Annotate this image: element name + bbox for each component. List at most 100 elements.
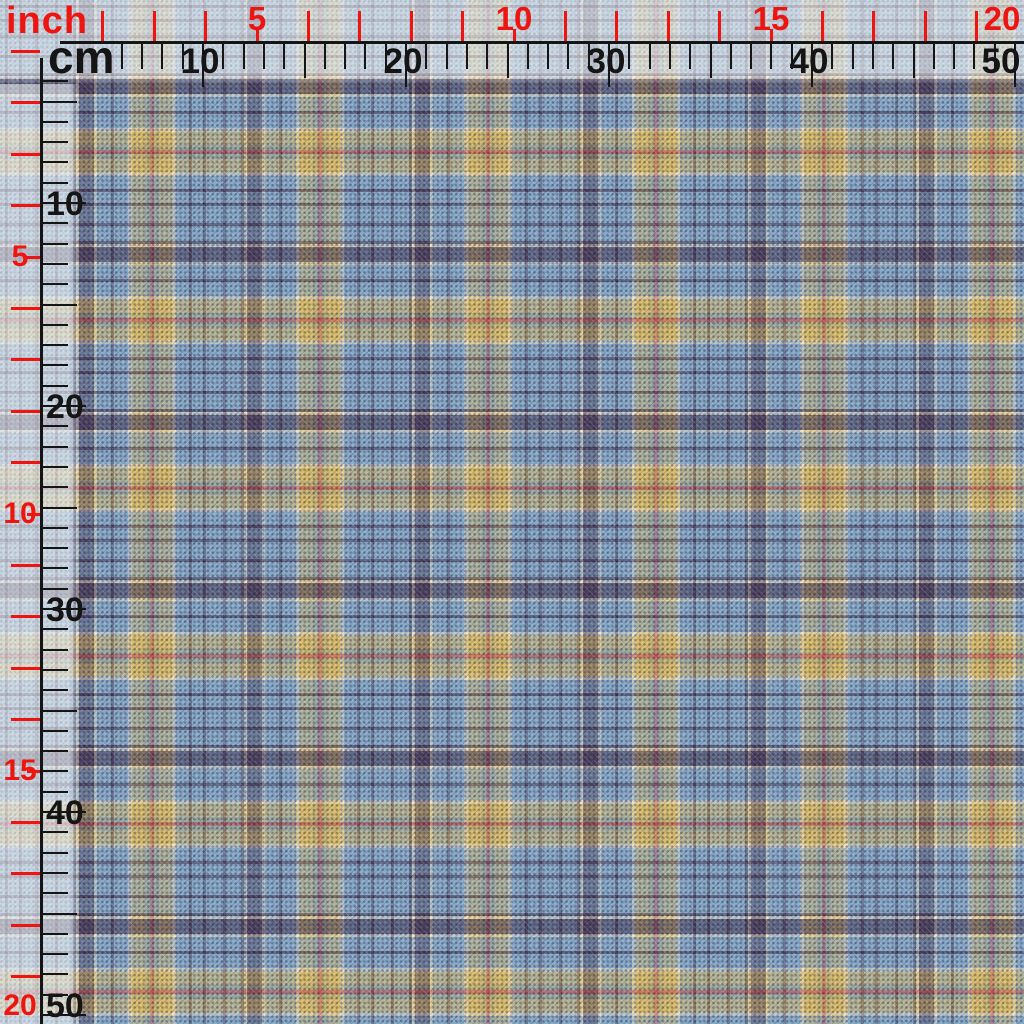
top-inch-label: 5: [247, 0, 267, 37]
left-cm-tick: [42, 80, 68, 83]
left-inch-tick: [11, 820, 40, 824]
left-cm-tick: [42, 932, 68, 935]
left-inch-tick: [27, 255, 40, 259]
top-inch-tick: [872, 11, 876, 41]
top-cm-tick: [668, 43, 671, 69]
top-cm-label: 40: [789, 42, 829, 81]
top-cm-tick: [405, 43, 407, 87]
top-cm-tick: [547, 43, 550, 69]
left-cm-tick: [42, 506, 77, 509]
left-cm-tick: [42, 567, 68, 570]
left-inch-tick: [11, 306, 40, 310]
left-cm-label: 20: [46, 388, 84, 426]
left-cm-tick: [42, 790, 68, 793]
left-inch-tick: [11, 923, 40, 927]
top-cm-tick: [303, 43, 306, 78]
top-inch-tick: [512, 29, 516, 41]
top-cm-tick: [486, 43, 489, 69]
left-cm-tick: [42, 100, 77, 103]
top-inch-tick: [306, 11, 310, 41]
top-cm-tick: [262, 43, 265, 69]
top-cm-label: 20: [383, 42, 423, 81]
left-cm-tick: [42, 202, 86, 204]
top-inch-tick: [923, 11, 927, 41]
top-cm-tick: [445, 43, 448, 69]
top-cm-tick: [141, 43, 144, 69]
left-inch-tick: [11, 101, 40, 105]
left-cm-tick: [42, 993, 68, 996]
left-cm-tick: [42, 405, 86, 407]
top-cm-tick: [750, 43, 753, 69]
top-cm-tick: [526, 43, 529, 69]
top-cm-tick: [729, 43, 732, 69]
left-inch-tick: [11, 563, 40, 567]
top-cm-tick: [608, 43, 610, 87]
left-cm-tick: [42, 892, 68, 895]
top-cm-tick: [567, 43, 570, 69]
top-inch-tick: [820, 11, 824, 41]
left-cm-ruler-line: [40, 58, 43, 1024]
left-cm-tick: [42, 871, 68, 874]
left-cm-tick: [42, 283, 68, 286]
left-cm-tick: [42, 547, 68, 550]
top-cm-tick: [932, 43, 935, 69]
left-cm-tick: [42, 486, 68, 489]
left-cm-tick: [42, 141, 68, 144]
left-inch-label: 5: [11, 240, 29, 273]
top-cm-tick: [120, 43, 123, 69]
left-inch-tick: [11, 975, 40, 979]
top-cm-tick: [181, 43, 184, 69]
top-cm-tick: [364, 43, 367, 69]
left-cm-tick: [42, 750, 68, 753]
left-cm-tick: [42, 425, 68, 428]
left-cm-tick: [42, 729, 68, 732]
top-cm-tick: [790, 43, 793, 69]
left-cm-label: 40: [46, 794, 84, 832]
top-cm-tick: [344, 43, 347, 69]
left-cm-tick: [42, 181, 68, 184]
left-cm-tick: [42, 709, 77, 712]
left-cm-tick: [42, 303, 77, 306]
top-cm-tick: [283, 43, 286, 69]
top-cm-label: 30: [586, 42, 626, 81]
left-cm-tick: [42, 770, 68, 773]
left-cm-tick: [42, 851, 68, 854]
top-inch-tick: [101, 11, 105, 41]
top-inch-tick: [358, 11, 362, 41]
left-cm-tick: [42, 262, 68, 265]
top-cm-tick: [892, 43, 895, 69]
left-cm-tick: [42, 1014, 86, 1016]
top-inch-tick: [718, 11, 722, 41]
left-cm-tick: [42, 161, 68, 164]
top-inch-tick: [563, 11, 567, 41]
top-inch-tick: [666, 11, 670, 41]
top-cm-tick: [973, 43, 976, 69]
left-inch-label: 20: [3, 989, 37, 1022]
top-inch-label: 20: [983, 0, 1021, 37]
top-cm-tick: [242, 43, 245, 69]
left-cm-tick: [42, 831, 68, 834]
left-inch-tick: [11, 461, 40, 465]
left-cm-tick: [42, 323, 68, 326]
left-inch-tick: [11, 409, 40, 413]
left-cm-tick: [42, 526, 68, 529]
inch-unit-label: inch: [6, 0, 89, 42]
top-cm-tick: [506, 43, 509, 78]
top-inch-label: 10: [495, 0, 533, 37]
top-inch-tick: [204, 11, 208, 41]
top-cm-tick: [465, 43, 468, 69]
left-cm-tick: [42, 120, 68, 123]
top-inch-tick: [769, 29, 773, 41]
left-cm-label: 50: [46, 987, 84, 1024]
top-inch-tick: [409, 11, 413, 41]
top-cm-tick: [323, 43, 326, 69]
left-cm-tick: [42, 344, 68, 347]
left-inch-tick: [11, 49, 40, 53]
left-inch-tick: [11, 666, 40, 670]
left-cm-tick: [42, 384, 68, 387]
top-cm-tick: [912, 43, 915, 78]
top-cm-tick: [425, 43, 428, 69]
top-cm-tick: [202, 43, 204, 87]
top-cm-tick: [1014, 43, 1016, 87]
left-inch-label: 10: [3, 497, 37, 530]
